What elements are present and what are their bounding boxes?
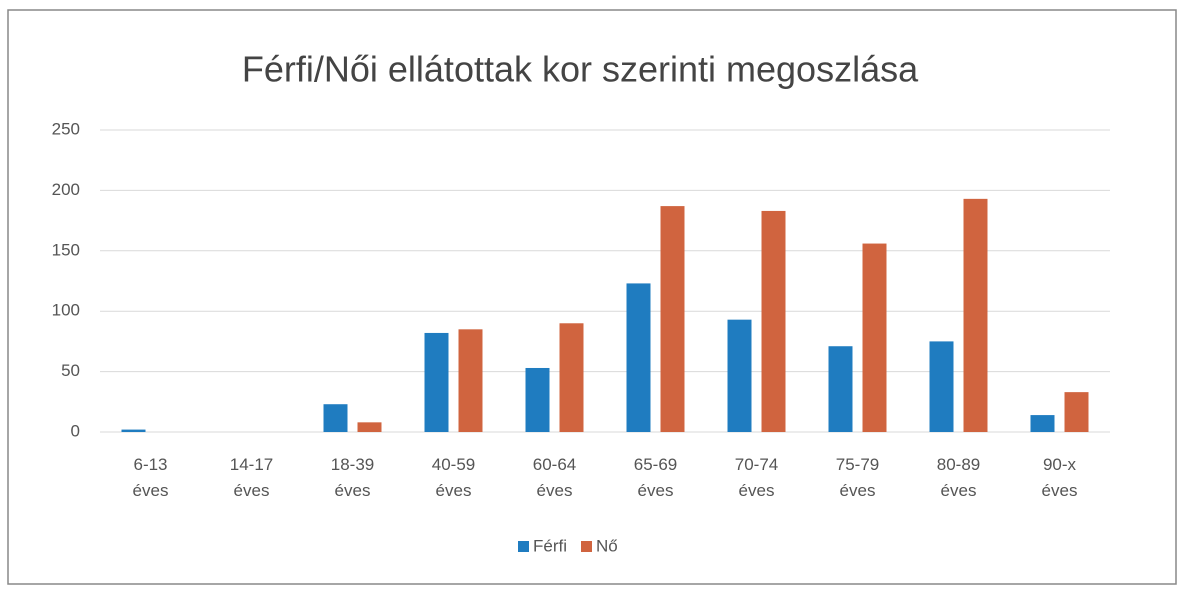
bar: [862, 243, 887, 432]
x-tick-label: 70-74 éves: [734, 455, 779, 500]
y-tick-label: 50: [61, 361, 80, 380]
x-tick-label: 90-x éves: [1041, 455, 1078, 500]
bar: [525, 367, 550, 432]
bar: [121, 429, 146, 432]
y-tick-label: 250: [52, 119, 80, 138]
x-tick-label: 40-59 éves: [431, 455, 476, 500]
bar: [828, 346, 853, 432]
y-tick-label: 100: [52, 301, 80, 320]
y-tick-label: 200: [52, 180, 80, 199]
legend-label: Férfi: [533, 536, 567, 555]
bar: [458, 329, 483, 432]
legend-swatch: [581, 541, 592, 552]
legend-swatch: [518, 541, 529, 552]
x-tick-label: 18-39 éves: [330, 455, 375, 500]
x-tick-label: 65-69 éves: [633, 455, 678, 500]
x-tick-label: 75-79 éves: [835, 455, 880, 500]
bar: [963, 198, 988, 432]
bar: [626, 283, 651, 432]
bar: [424, 332, 449, 432]
x-tick-label: 14-17 éves: [229, 455, 274, 500]
bar: [357, 422, 382, 432]
legend-label: Nő: [596, 536, 618, 555]
x-tick-label: 60-64 éves: [532, 455, 577, 500]
y-tick-label: 0: [71, 421, 80, 440]
chart-title: Férfi/Női ellátottak kor szerinti megosz…: [242, 49, 919, 90]
y-tick-label: 150: [52, 240, 80, 259]
bar: [929, 341, 954, 432]
bar: [323, 404, 348, 432]
bar: [559, 323, 584, 432]
x-tick-label: 80-89 éves: [936, 455, 981, 500]
x-tick-label: 6-13 éves: [132, 455, 169, 500]
bar: [727, 319, 752, 432]
bar: [1064, 392, 1089, 432]
bar: [761, 210, 786, 432]
bar: [1030, 415, 1055, 432]
bar: [660, 206, 685, 432]
